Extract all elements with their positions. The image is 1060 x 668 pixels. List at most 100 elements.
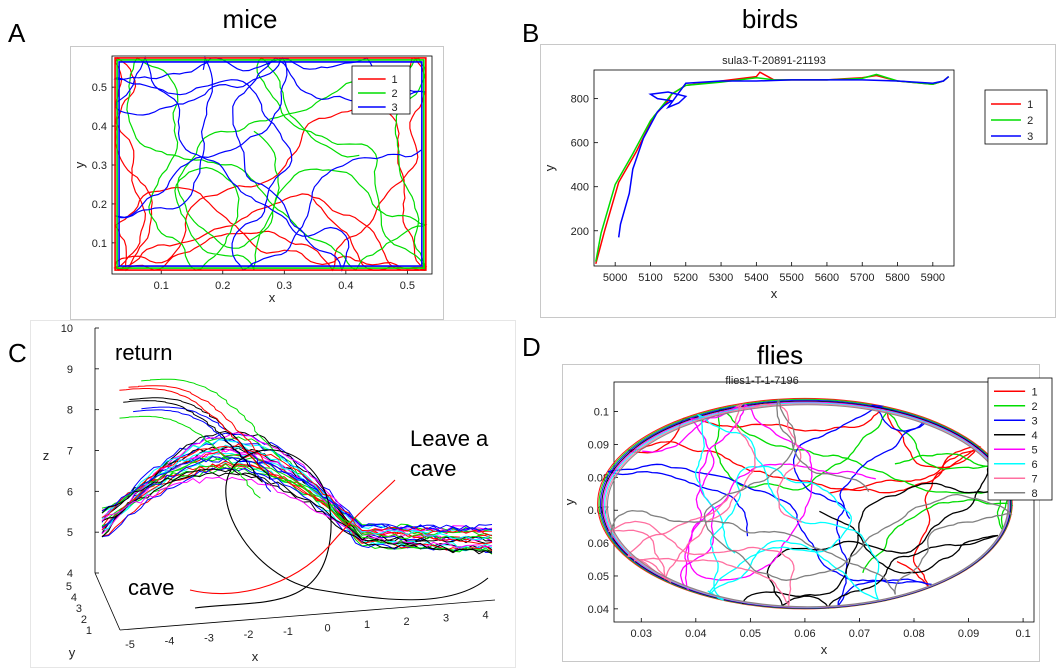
bats-z-tick-1: 5: [67, 527, 73, 539]
bats-z-axis-label: z: [43, 448, 50, 463]
birds-x-tick-6: 5600: [815, 272, 839, 284]
mice-series-3-line: [113, 55, 427, 272]
bats-trajectory-line: [101, 456, 493, 531]
bats-z-tick-0: 4: [67, 568, 73, 580]
panel-letter-b: B: [522, 18, 540, 48]
flies-legend-label-2: 2: [1032, 401, 1038, 413]
annotation-cave: cave: [128, 575, 175, 600]
bats-x-tick-9: 4: [482, 609, 488, 621]
flies-x-tick-3: 0.06: [794, 628, 815, 640]
mice-y-tick-4: 0.5: [92, 82, 107, 94]
bats-x-tick-8: 3: [443, 613, 449, 625]
mice-legend-label-2: 2: [391, 88, 397, 100]
birds-x-tick-5: 5500: [779, 272, 803, 284]
flies-legend-label-6: 6: [1032, 459, 1038, 471]
birds-x-axis-label: x: [771, 286, 778, 301]
flies-x-tick-6: 0.09: [958, 628, 979, 640]
bats-y-tick-4: 5: [66, 581, 72, 593]
mice-x-axis-label: x: [269, 290, 276, 305]
mice-series-2-wall-line: [116, 59, 425, 269]
flies-y-axis-label: y: [562, 498, 577, 505]
flies-legend-label-5: 5: [1032, 444, 1038, 456]
birds-x-tick-4: 5400: [744, 272, 768, 284]
bats-return-line: [119, 388, 264, 471]
flies-chart-frame: [562, 364, 1040, 662]
bats-trajectory-line: [101, 468, 493, 554]
birds-x-tick-3: 5300: [709, 272, 733, 284]
mice-y-tick-2: 0.3: [92, 160, 107, 172]
bats-x-tick-0: -5: [125, 639, 135, 651]
flies-x-tick-4: 0.07: [849, 628, 870, 640]
flies-subtitle: flies1-T-1-7196: [725, 375, 798, 387]
birds-y-axis-label: y: [542, 164, 557, 171]
mice-series-1-wall-line: [114, 57, 427, 271]
flies-x-tick-7: 0.1: [1015, 628, 1030, 640]
mice-x-tick-4: 0.5: [400, 280, 415, 292]
birds-series-1-line: [595, 71, 950, 264]
mice-y-tick-3: 0.4: [92, 121, 107, 133]
bats-x-tick-7: 2: [403, 616, 409, 628]
bats-z-tick-4: 8: [67, 405, 73, 417]
flies-series-7-line: [608, 403, 803, 607]
bats-x-tick-5: 0: [324, 623, 330, 635]
flies-series-8-line: [610, 398, 1013, 595]
annotation-return: return: [115, 340, 173, 365]
bats-z-tick-2: 6: [67, 486, 73, 498]
mice-legend-label-3: 3: [391, 102, 397, 114]
birds-x-tick-7: 5700: [850, 272, 874, 284]
bats-z-tick-6: 10: [61, 323, 73, 335]
mice-series-3-wall-line: [118, 61, 423, 267]
bats-trajectory-line: [101, 456, 493, 533]
birds-legend-label-1: 1: [1027, 99, 1033, 111]
flies-series-8-rim-line: [606, 404, 1009, 608]
panel-letter-a: A: [8, 18, 26, 48]
bats-y-axis-label: y: [69, 645, 76, 660]
birds-legend-label-3: 3: [1027, 131, 1033, 143]
bats-x-tick-3: -2: [244, 629, 254, 641]
birds-chart-frame: [540, 44, 1056, 318]
mice-x-tick-3: 0.4: [338, 280, 353, 292]
flies-x-tick-0: 0.03: [631, 628, 652, 640]
bats-y-tick-2: 3: [76, 603, 82, 615]
panel-letter-c: C: [8, 338, 27, 368]
flies-x-tick-2: 0.05: [740, 628, 761, 640]
bats-red-cave-line: [189, 479, 396, 595]
bats-y-tick-0: 1: [86, 625, 92, 637]
bats-black-loop-line: [194, 449, 489, 609]
flies-x-axis-label: x: [821, 642, 828, 657]
flies-x-tick-5: 0.08: [903, 628, 924, 640]
bats-return-line: [129, 397, 271, 480]
mice-legend-label-1: 1: [391, 74, 397, 86]
bats-trajectory-line: [101, 452, 492, 534]
panel-title-mice: mice: [222, 4, 278, 34]
bats-trajectory-line: [101, 430, 493, 542]
birds-x-tick-2: 5200: [674, 272, 698, 284]
bats-trajectory-line: [101, 443, 493, 536]
mice-y-tick-1: 0.2: [92, 199, 107, 211]
flies-legend-label-4: 4: [1032, 430, 1038, 442]
bats-x-tick-4: -1: [283, 626, 293, 638]
bats-return-line: [128, 385, 271, 468]
mice-y-axis-label: y: [72, 161, 87, 168]
birds-series-2-line: [595, 73, 950, 262]
flies-series-4-line: [742, 457, 1011, 609]
panel-letter-d: D: [522, 332, 541, 362]
birds-x-tick-0: 5000: [603, 272, 627, 284]
flies-y-tick-6: 0.1: [594, 407, 609, 419]
bats-z-tick-5: 9: [67, 364, 73, 376]
mice-x-tick-0: 0.1: [154, 280, 169, 292]
birds-subtitle: sula3-T-20891-21193: [722, 55, 826, 67]
flies-y-tick-0: 0.04: [588, 604, 609, 616]
bats-return-line: [133, 409, 272, 492]
birds-y-tick-3: 800: [571, 94, 589, 106]
birds-series-3-line: [617, 76, 950, 238]
bats-y-tick-1: 2: [81, 614, 87, 626]
birds-y-tick-2: 600: [571, 138, 589, 150]
annotation-leave-a-cave: Leave a cave: [410, 426, 489, 481]
flies-y-tick-5: 0.09: [588, 439, 609, 451]
flies-series-5-line: [642, 403, 876, 591]
flies-y-tick-1: 0.05: [588, 571, 609, 583]
flies-series-6-line: [694, 413, 880, 601]
birds-x-tick-1: 5100: [638, 272, 662, 284]
